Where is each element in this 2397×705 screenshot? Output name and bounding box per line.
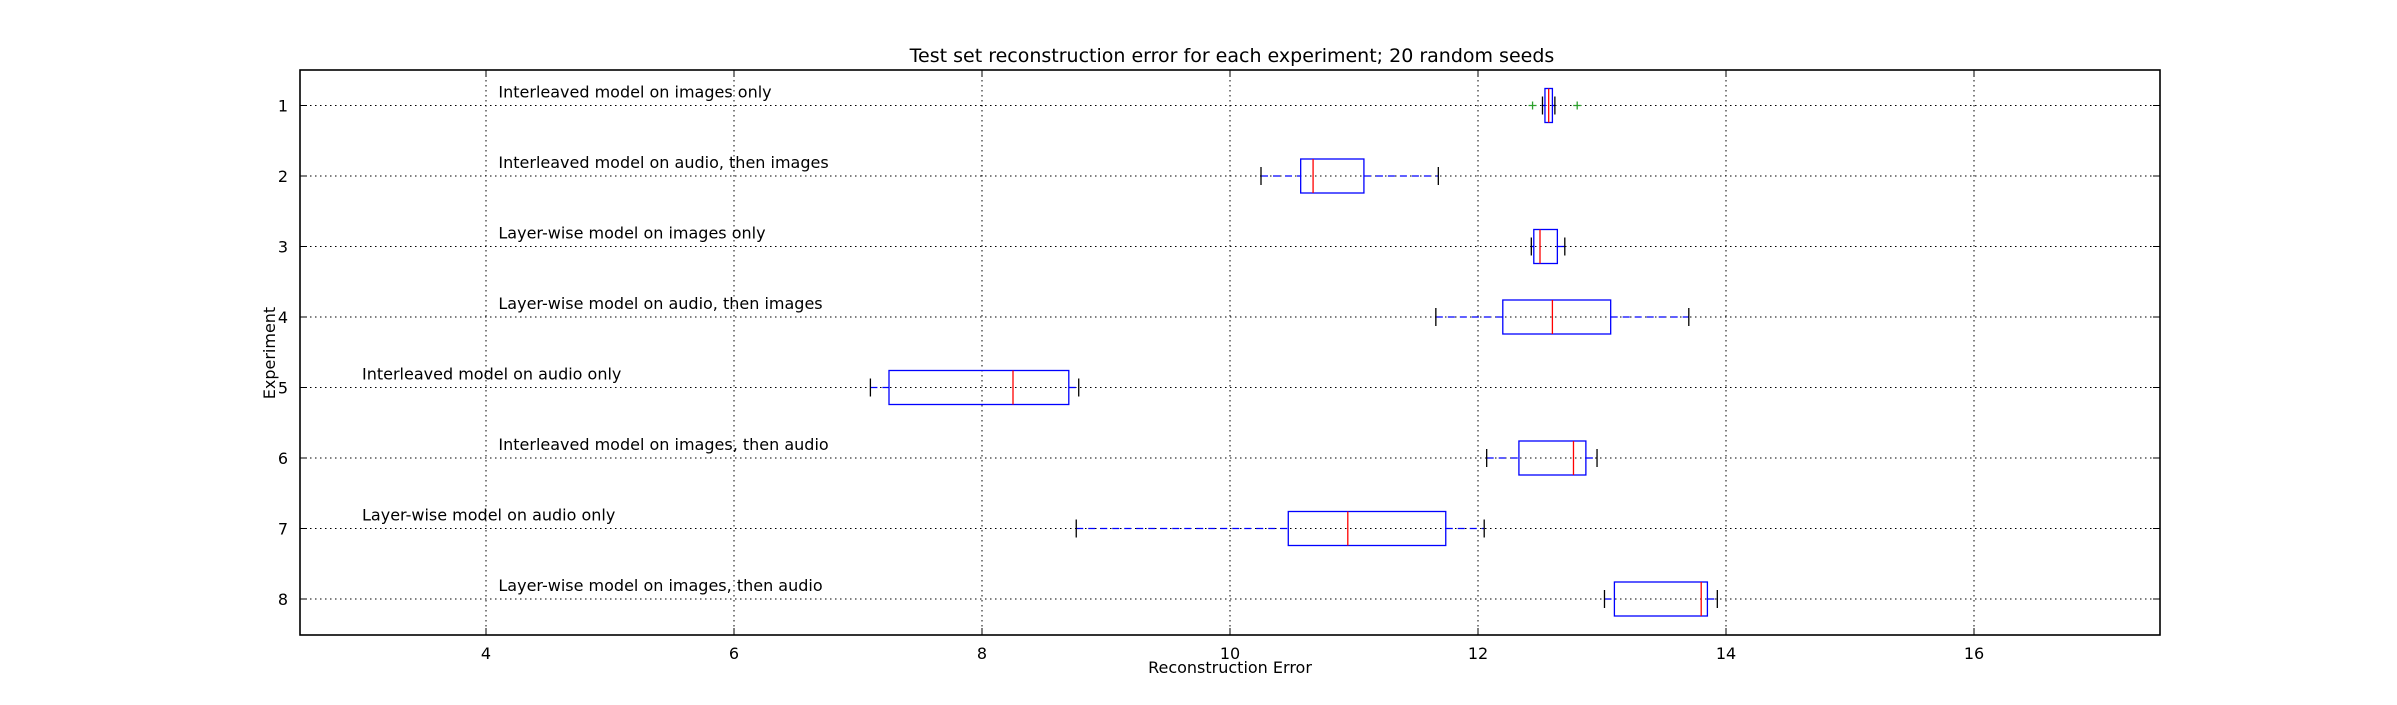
iqr-box [888,369,1070,406]
iqr-box [1613,581,1709,617]
experiment-label-1: Interleaved model on images only [498,83,771,102]
iqr-box [1300,158,1365,194]
experiment-label-2: Interleaved model on audio, then images [498,153,828,172]
experiment-label-8: Layer-wise model on images, then audio [498,576,822,595]
experiment-box-4 [1435,299,1690,335]
experiment-box-2 [1260,158,1439,194]
y-tick-label: 5 [278,379,288,398]
plot-frame [299,69,2161,636]
iqr-box [1533,228,1559,265]
flier-point [1528,101,1537,110]
iqr-box [1518,440,1587,476]
experiment-box-1 [1528,87,1582,124]
experiment-label-7: Layer-wise model on audio only [362,506,615,525]
x-axis-label: Reconstruction Error [1148,658,1312,677]
chart-title: Test set reconstruction error for each e… [909,45,1555,67]
y-tick-label: 3 [278,238,288,257]
x-tick-label: 10 [1220,644,1240,663]
experiment-box-3 [1530,228,1566,265]
x-tick-label: 4 [481,644,491,663]
y-tick-label: 8 [278,590,288,609]
y-tick-label: 7 [278,520,288,539]
experiment-label-5: Interleaved model on audio only [362,365,621,384]
y-tick-label: 2 [278,167,288,186]
x-tick-label: 6 [729,644,739,663]
y-axis-label: Experiment [260,307,279,399]
flier-point [1573,101,1582,110]
y-tick-label: 1 [278,97,288,116]
x-tick-label: 12 [1468,644,1488,663]
experiment-label-4: Layer-wise model on audio, then images [498,294,822,313]
box-series [869,87,1718,617]
experiment-label-6: Interleaved model on images, then audio [498,435,828,454]
experiment-box-8 [1603,581,1718,617]
experiment-box-6 [1486,440,1598,476]
x-tick-label: 8 [977,644,987,663]
iqr-box [1287,510,1447,547]
iqr-box [1502,299,1612,335]
x-tick-label: 14 [1716,644,1736,663]
experiment-box-5 [869,369,1080,406]
experiment-labels: Interleaved model on images only Interlea… [362,83,829,596]
x-tick-label: 16 [1964,644,1984,663]
grid-lines [300,70,2160,635]
y-tick-label: 6 [278,449,288,468]
y-tick-label: 4 [278,308,288,327]
experiment-label-3: Layer-wise model on images only [498,224,765,243]
experiment-box-7 [1075,510,1485,547]
